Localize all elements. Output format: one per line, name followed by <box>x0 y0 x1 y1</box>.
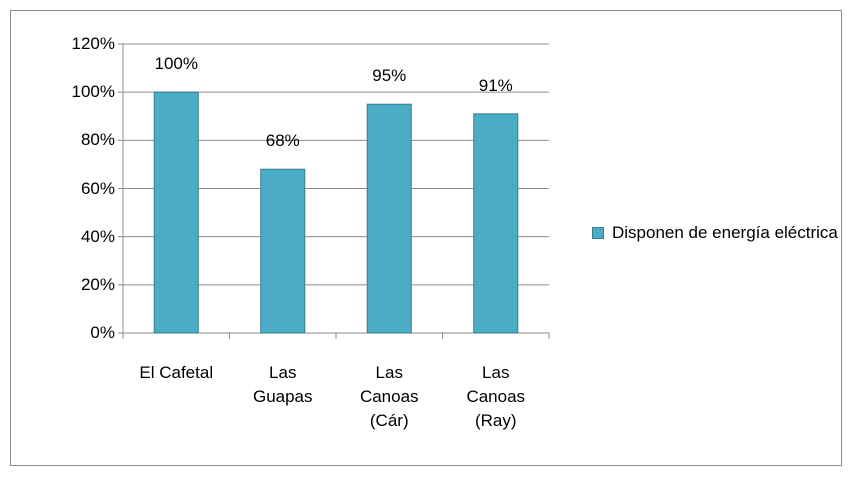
y-tick-label: 120% <box>71 34 115 53</box>
legend-swatch <box>592 227 604 239</box>
x-tick-label: Las Canoas (Cár) <box>359 363 419 430</box>
bar <box>473 113 519 334</box>
bar <box>366 103 412 334</box>
x-tick-label: Las Canoas (Ray) <box>466 363 526 430</box>
value-label: 100% <box>154 54 198 74</box>
y-tick-label: 40% <box>80 226 115 246</box>
y-tick-label: 80% <box>80 130 115 150</box>
y-tick-label: 100% <box>71 82 115 102</box>
chart-frame <box>10 10 842 466</box>
legend-label: Disponen de energía eléctrica <box>612 223 838 242</box>
x-tick-label: Las Guapas <box>252 363 313 406</box>
value-label: 68% <box>265 131 300 151</box>
bar <box>260 168 306 334</box>
x-tick-label: El Cafetal <box>139 363 214 382</box>
legend: Disponen de energía eléctrica <box>592 220 842 246</box>
value-label: 91% <box>478 75 513 95</box>
value-label: 95% <box>372 66 407 86</box>
bar <box>153 91 199 334</box>
y-tick-label: 0% <box>90 323 115 342</box>
y-tick-label: 20% <box>80 274 115 294</box>
y-tick-label: 60% <box>80 178 115 198</box>
